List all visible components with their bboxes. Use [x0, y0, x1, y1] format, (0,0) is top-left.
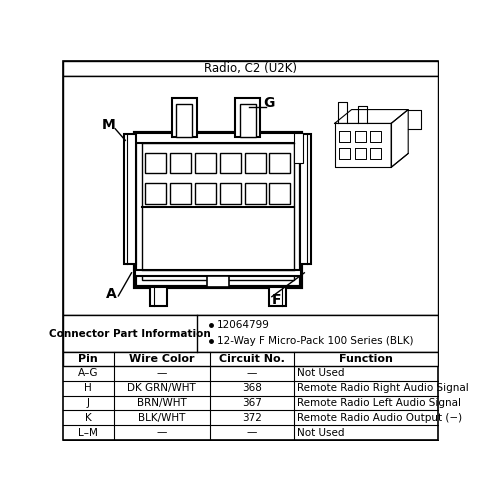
Text: Remote Radio Audio Output (−): Remote Radio Audio Output (−): [297, 413, 463, 423]
Bar: [300, 134, 310, 263]
Bar: [135, 270, 301, 276]
Bar: [244, 153, 265, 174]
Text: 12064799: 12064799: [217, 320, 270, 330]
Bar: [177, 104, 192, 136]
Bar: [124, 134, 136, 263]
Bar: [269, 183, 290, 203]
Bar: [269, 287, 286, 306]
Text: —: —: [246, 369, 257, 378]
Text: Circuit No.: Circuit No.: [219, 354, 285, 364]
Text: M: M: [102, 118, 116, 132]
Text: Not Used: Not Used: [297, 428, 345, 437]
Bar: [220, 153, 241, 174]
Bar: [170, 153, 191, 174]
Bar: [220, 183, 241, 203]
Text: —: —: [246, 428, 257, 437]
Bar: [207, 276, 229, 288]
Text: J: J: [87, 398, 90, 408]
Bar: [145, 183, 166, 203]
Bar: [62, 76, 438, 315]
Text: Wire Color: Wire Color: [129, 354, 195, 364]
Text: —: —: [157, 369, 167, 378]
Text: BRN/WHT: BRN/WHT: [137, 398, 186, 408]
Bar: [142, 139, 294, 280]
Text: Not Used: Not Used: [297, 369, 345, 378]
Bar: [135, 132, 301, 287]
Text: 372: 372: [242, 413, 262, 423]
Bar: [145, 153, 166, 174]
Bar: [195, 153, 216, 174]
Bar: [170, 183, 191, 203]
Text: G: G: [263, 96, 274, 111]
Text: L–M: L–M: [78, 428, 98, 437]
Text: BLK/WHT: BLK/WHT: [138, 413, 185, 423]
Bar: [235, 98, 260, 136]
Text: A: A: [106, 287, 117, 302]
Text: A–G: A–G: [78, 369, 99, 378]
Text: 367: 367: [242, 398, 262, 408]
Bar: [62, 61, 438, 76]
Bar: [62, 352, 438, 366]
Text: 12-Way F Micro-Pack 100 Series (BLK): 12-Way F Micro-Pack 100 Series (BLK): [217, 336, 413, 346]
Bar: [269, 153, 290, 174]
Text: K: K: [85, 413, 92, 423]
Text: H: H: [84, 383, 92, 393]
Text: Remote Radio Left Audio Signal: Remote Radio Left Audio Signal: [297, 398, 461, 408]
Text: Remote Radio Right Audio Signal: Remote Radio Right Audio Signal: [297, 383, 469, 393]
Text: DK GRN/WHT: DK GRN/WHT: [127, 383, 196, 393]
Bar: [244, 183, 265, 203]
Text: Function: Function: [339, 354, 392, 364]
Bar: [135, 132, 301, 143]
Text: F: F: [272, 293, 281, 307]
Bar: [240, 104, 256, 136]
Bar: [172, 98, 197, 136]
Text: —: —: [157, 428, 167, 437]
Text: Pin: Pin: [78, 354, 98, 364]
Bar: [294, 132, 303, 164]
Text: Connector Part Information: Connector Part Information: [49, 329, 210, 339]
Bar: [150, 287, 167, 306]
Text: 368: 368: [242, 383, 262, 393]
Bar: [62, 315, 438, 352]
Text: Radio, C2 (U2K): Radio, C2 (U2K): [203, 62, 297, 75]
Bar: [195, 183, 216, 203]
